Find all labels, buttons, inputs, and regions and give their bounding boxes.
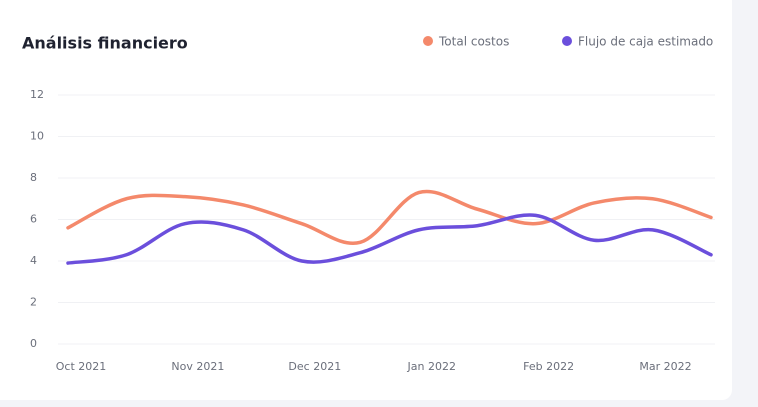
chart-title: Análisis financiero	[22, 34, 188, 53]
legend-label: Flujo de caja estimado	[578, 35, 713, 49]
y-tick-label: 4	[30, 254, 37, 267]
x-tick-label: Mar 2022	[639, 360, 691, 373]
x-tick-label: Feb 2022	[523, 360, 574, 373]
y-tick-label: 10	[30, 130, 44, 143]
line	[66, 189, 713, 246]
x-tick-label: Jan 2022	[407, 360, 456, 373]
legend-label: Total costos	[438, 35, 509, 49]
y-tick-label: 12	[30, 88, 44, 101]
legend-marker	[562, 36, 572, 46]
y-tick-label: 8	[30, 171, 37, 184]
x-tick-label: Dec 2021	[288, 360, 341, 373]
line	[66, 213, 713, 265]
y-tick-label: 6	[30, 213, 37, 226]
card: Análisis financiero 0 2 4 6 8 10 12 Oct 2021 Nov…	[0, 0, 732, 400]
y-tick-label: 2	[30, 296, 37, 309]
y-tick-label: 0	[30, 337, 37, 350]
legend-marker	[423, 36, 433, 46]
x-tick-label: Oct 2021	[56, 360, 107, 373]
x-tick-label: Nov 2021	[171, 360, 224, 373]
chart: Análisis financiero 0 2 4 6 8 10 12 Oct 2021 Nov…	[22, 34, 715, 373]
